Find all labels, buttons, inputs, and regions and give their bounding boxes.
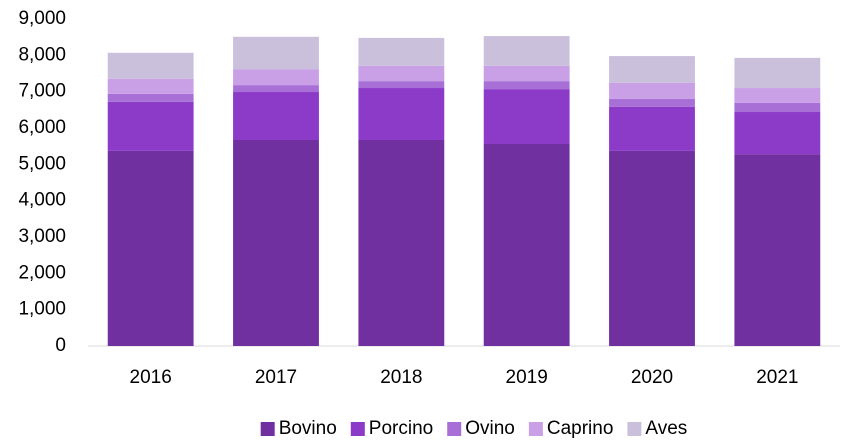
legend-swatch	[528, 422, 543, 436]
bar-segment	[358, 81, 445, 89]
legend-swatch	[627, 422, 642, 436]
legend-label: Porcino	[369, 418, 433, 439]
bar-segment	[483, 36, 570, 66]
y-tick-label: 0	[55, 335, 66, 356]
bar-segment	[358, 65, 445, 82]
x-tick-label: 2018	[380, 367, 422, 388]
bar-segment	[609, 82, 695, 99]
legend-swatch	[350, 422, 365, 436]
bar-segment	[609, 98, 695, 107]
bar-segment	[233, 36, 319, 70]
bar-segment	[483, 81, 570, 90]
bar-segment	[107, 93, 194, 102]
bar-segment	[734, 88, 821, 103]
y-tick-label: 3,000	[18, 226, 66, 247]
bar-segment	[483, 89, 570, 144]
bar-segment	[609, 150, 695, 346]
bar-segment	[358, 88, 445, 140]
x-tick-label: 2016	[130, 367, 172, 388]
x-tick-label: 2019	[506, 367, 548, 388]
y-tick-label: 7,000	[18, 81, 66, 102]
bar-segment	[233, 85, 319, 93]
y-tick-label: 9,000	[18, 8, 66, 29]
legend-label: Bovino	[279, 418, 337, 439]
bar-segment	[233, 139, 319, 346]
y-tick-label: 8,000	[18, 44, 66, 65]
legend-swatch	[260, 422, 275, 436]
y-tick-label: 6,000	[18, 117, 66, 138]
legend-swatch	[447, 422, 462, 436]
bar-segment	[734, 102, 821, 113]
y-tick-label: 2,000	[18, 262, 66, 283]
bar-segment	[609, 106, 695, 151]
bar-segment	[107, 78, 194, 94]
legend-label: Aves	[645, 418, 687, 439]
bar-segment	[609, 56, 695, 83]
bar-segment	[734, 112, 821, 155]
y-tick-label: 1,000	[18, 299, 66, 320]
bar-segment	[483, 143, 570, 346]
bar-segment	[358, 139, 445, 346]
bar-segment	[483, 65, 570, 82]
bar-segment	[233, 69, 319, 86]
bar-segment	[107, 52, 194, 79]
y-tick-label: 4,000	[18, 190, 66, 211]
legend-label: Ovino	[465, 418, 515, 439]
bar-segment	[233, 92, 319, 140]
bar-segment	[107, 150, 194, 346]
legend: Bovino Porcino Ovino Caprino Aves	[260, 418, 687, 439]
bar-segment	[358, 37, 445, 66]
x-tick-label: 2017	[255, 367, 297, 388]
x-tick-label: 2021	[756, 367, 798, 388]
y-tick-label: 5,000	[18, 153, 66, 174]
bar-segment	[107, 101, 194, 151]
bar-segment	[734, 57, 821, 89]
x-tick-label: 2020	[631, 367, 673, 388]
legend-label: Caprino	[547, 418, 614, 439]
bar-segment	[734, 154, 821, 346]
